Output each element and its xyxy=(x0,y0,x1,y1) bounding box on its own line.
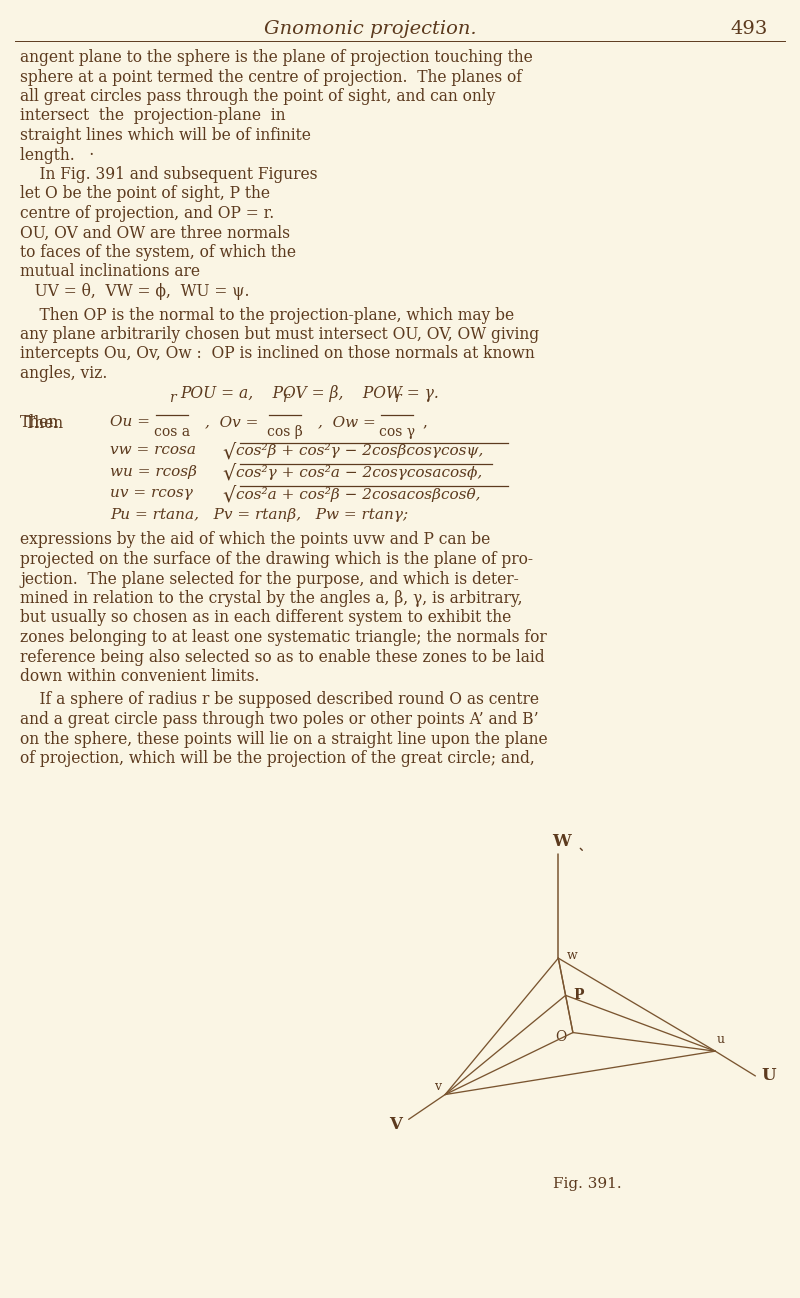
Text: U: U xyxy=(761,1067,776,1084)
Text: W: W xyxy=(552,833,570,850)
Text: √: √ xyxy=(222,487,235,505)
Text: mined in relation to the crystal by the angles a, β, γ, is arbitrary,: mined in relation to the crystal by the … xyxy=(20,591,522,607)
Text: √: √ xyxy=(222,444,235,462)
Text: √: √ xyxy=(222,465,235,484)
Text: cos²a + cos²β − 2​cos​a​cos​β​cos​θ,: cos²a + cos²β − 2​cos​a​cos​β​cos​θ, xyxy=(236,487,481,501)
Text: ,  Ov​ =: , Ov​ = xyxy=(205,415,263,430)
Text: expressions by the aid of which the points uvw and P can be: expressions by the aid of which the poin… xyxy=(20,531,490,549)
Text: wu = r​cos​β: wu = r​cos​β xyxy=(110,465,197,479)
Text: OU, OV and OW are three normals: OU, OV and OW are three normals xyxy=(20,225,290,241)
Text: Then: Then xyxy=(25,415,64,432)
Text: 493: 493 xyxy=(730,19,768,38)
Text: u: u xyxy=(716,1033,724,1046)
Text: r: r xyxy=(169,391,175,405)
Text: Then: Then xyxy=(20,414,59,431)
Text: ,: , xyxy=(422,415,427,430)
Text: cos β: cos β xyxy=(267,424,303,439)
Text: r: r xyxy=(394,391,400,405)
Text: v: v xyxy=(434,1080,441,1093)
Text: centre of projection, and OP​ = r.: centre of projection, and OP​ = r. xyxy=(20,205,274,222)
Text: Ou​ =: Ou​ = xyxy=(110,415,155,430)
Text: w: w xyxy=(567,949,578,962)
Text: to faces of the system, of which the: to faces of the system, of which the xyxy=(20,244,296,261)
Text: any plane arbitrarily chosen but must intersect OU, OV, OW giving: any plane arbitrarily chosen but must in… xyxy=(20,326,539,343)
Text: jection.  The plane selected for the purpose, and which is deter-: jection. The plane selected for the purp… xyxy=(20,571,518,588)
Text: cos²β + cos²γ − 2​cos​β​cos​γ​cos​ψ,: cos²β + cos²γ − 2​cos​β​cos​γ​cos​ψ, xyxy=(236,444,483,458)
Text: all great circles pass through the point of sight, and can only: all great circles pass through the point… xyxy=(20,88,495,105)
Text: If a sphere of radius r be supposed described round O as centre: If a sphere of radius r be supposed desc… xyxy=(20,692,539,709)
Text: Pu = r​tan​a,   Pv = r​tan​β,   Pw = r​tan​γ;: Pu = r​tan​a, Pv = r​tan​β, Pw = r​tan​γ… xyxy=(110,508,408,522)
Text: P: P xyxy=(574,988,584,1002)
Text: Then OP is the normal to the projection-plane, which may be: Then OP is the normal to the projection-… xyxy=(20,306,514,323)
Text: Gnomonic projection.: Gnomonic projection. xyxy=(264,19,476,38)
Text: cos²γ + cos²a − 2​cos​γ​cos​a​cos​ϕ,: cos²γ + cos²a − 2​cos​γ​cos​a​cos​ϕ, xyxy=(236,465,482,480)
Text: UV = θ,  VW = ϕ,  WU = ψ.: UV = θ, VW = ϕ, WU = ψ. xyxy=(20,283,250,300)
Text: ,  Ow​ =: , Ow​ = xyxy=(318,415,381,430)
Text: length.   ·: length. · xyxy=(20,147,94,164)
Text: In Fig. 391 and subsequent Figures: In Fig. 391 and subsequent Figures xyxy=(20,166,318,183)
Text: sphere at a point termed the centre of projection.  The planes of: sphere at a point termed the centre of p… xyxy=(20,69,522,86)
Text: of projection, which will be the projection of the great circle; and,: of projection, which will be the project… xyxy=(20,750,534,767)
Text: angent plane to the sphere is the plane of projection touching the: angent plane to the sphere is the plane … xyxy=(20,49,533,66)
Text: let ​O be the point of sight, ​P the: let ​O be the point of sight, ​P the xyxy=(20,186,270,202)
Text: V: V xyxy=(390,1116,402,1133)
Text: projected on the surface of the drawing which is the plane of pro-: projected on the surface of the drawing … xyxy=(20,550,533,569)
Text: but usually so chosen as in each different system to exhibit the: but usually so chosen as in each differe… xyxy=(20,610,511,627)
Text: uv = r​cos​γ: uv = r​cos​γ xyxy=(110,487,193,501)
Text: Fig. 391.: Fig. 391. xyxy=(553,1177,622,1192)
Text: on the sphere, these points will lie on a straight line upon the plane: on the sphere, these points will lie on … xyxy=(20,731,548,748)
Text: POU = a,    POV = β,    POW = γ.: POU = a, POV = β, POW = γ. xyxy=(180,384,438,401)
Text: intersect  the  projection-plane  in: intersect the projection-plane in xyxy=(20,108,286,125)
Text: O: O xyxy=(555,1029,566,1044)
Text: cos a: cos a xyxy=(154,424,190,439)
Text: and a great circle pass through two poles or other points A’ and B’: and a great circle pass through two pole… xyxy=(20,711,538,728)
Text: intercepts Ou, Ov, Ow :  OP is inclined on those normals at known: intercepts Ou, Ov, Ow : OP is inclined o… xyxy=(20,345,534,362)
Text: angles, viz.: angles, viz. xyxy=(20,365,107,382)
Text: straight lines which will be of infinite: straight lines which will be of infinite xyxy=(20,127,311,144)
Text: vw = r​cos​a: vw = r​cos​a xyxy=(110,444,196,457)
Text: reference being also selected so as to enable these zones to be laid: reference being also selected so as to e… xyxy=(20,649,545,666)
Text: zones belonging to at least one systematic triangle; the normals for: zones belonging to at least one systemat… xyxy=(20,630,546,646)
Text: down within convenient limits.: down within convenient limits. xyxy=(20,668,259,685)
Text: r: r xyxy=(282,391,288,405)
Text: cos γ: cos γ xyxy=(379,424,415,439)
Text: mutual inclinations are: mutual inclinations are xyxy=(20,263,200,280)
